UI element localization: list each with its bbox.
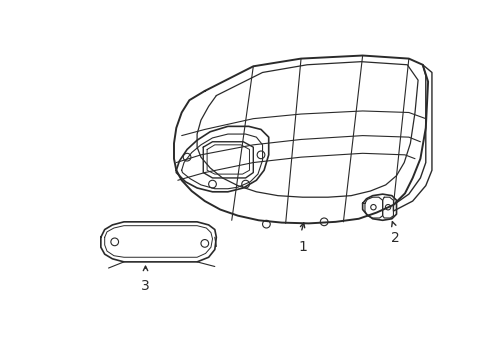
Text: 1: 1 — [298, 240, 306, 254]
Text: 2: 2 — [390, 231, 399, 245]
Text: 3: 3 — [141, 279, 150, 293]
